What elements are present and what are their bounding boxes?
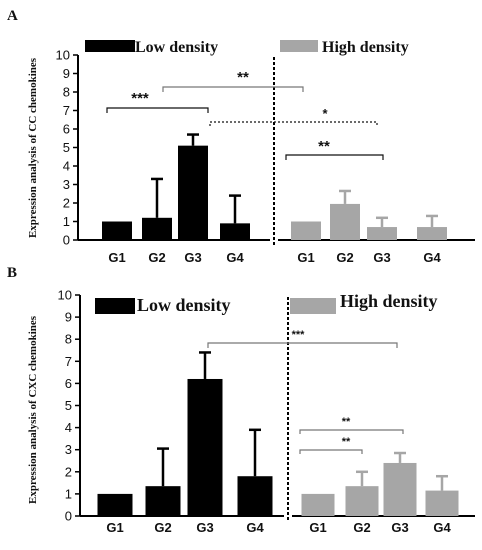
significance-label: ** [237, 69, 249, 86]
x-tick-label: G4 [433, 520, 451, 535]
y-axis-label: Expression analysis of CC chemokines [27, 57, 39, 238]
x-tick-label: G4 [226, 250, 244, 265]
y-tick-label: 6 [65, 376, 72, 391]
significance-label: ** [342, 436, 351, 448]
y-tick-label: 4 [65, 420, 72, 435]
legend-label: Low density [137, 295, 231, 315]
bar [291, 221, 321, 240]
bar [142, 217, 172, 240]
y-tick-label: 2 [65, 464, 72, 479]
y-tick-label: 9 [65, 310, 72, 325]
x-tick-label: G1 [297, 250, 314, 265]
y-tick-label: 6 [63, 122, 70, 137]
y-axis-label: Expression analysis of CXC chemokines [27, 315, 39, 504]
bar [237, 476, 273, 516]
x-tick-label: G2 [353, 520, 370, 535]
x-tick-label: G3 [391, 520, 408, 535]
bar [178, 145, 208, 240]
y-tick-label: 8 [65, 332, 72, 347]
x-tick-label: G1 [106, 520, 123, 535]
y-tick-label: 1 [63, 214, 70, 229]
y-tick-label: 1 [65, 486, 72, 501]
y-tick-label: 10 [58, 288, 72, 303]
significance-bracket [207, 342, 398, 348]
y-tick-label: 5 [65, 398, 72, 413]
y-tick-label: 3 [63, 177, 70, 192]
bar [330, 203, 360, 240]
legend-label: Low density [135, 39, 218, 56]
x-tick-label: G3 [373, 250, 390, 265]
legend-swatch [85, 40, 135, 52]
legend-swatch [280, 40, 318, 52]
legend-label: High density [322, 39, 409, 56]
significance-bracket [106, 107, 209, 113]
significance-bracket [285, 154, 384, 160]
legend-swatch [290, 298, 336, 314]
significance-label: *** [292, 329, 306, 341]
bar [145, 486, 181, 516]
y-tick-label: 4 [63, 159, 70, 174]
y-tick-label: 0 [65, 509, 72, 524]
chart-panel-b: B Expression analysis of CXC chemokines 0 1… [7, 265, 475, 535]
bar [301, 493, 335, 516]
x-tick-label: G2 [148, 250, 165, 265]
x-tick-label: G2 [154, 520, 171, 535]
x-tick-label: G2 [336, 250, 353, 265]
legend-swatch [95, 298, 135, 314]
bar [187, 378, 223, 516]
x-tick-label: G3 [196, 520, 213, 535]
y-tick-label: 9 [63, 66, 70, 81]
significance-label: ** [342, 416, 351, 428]
significance-bracket [209, 121, 378, 126]
y-tick-label: 10 [56, 48, 70, 63]
significance-label: *** [131, 90, 149, 107]
y-tick-label: 7 [63, 103, 70, 118]
y-tick-label: 0 [63, 233, 70, 248]
y-tick-label: 7 [65, 354, 72, 369]
bar [102, 221, 132, 240]
bar [345, 486, 379, 516]
x-tick-label: G1 [108, 250, 125, 265]
bar [383, 462, 417, 516]
significance-bracket [299, 449, 363, 454]
x-tick-label: G1 [309, 520, 326, 535]
chart-panel-a: A Expression analysis of CC chemokines 0 1 2… [7, 8, 475, 265]
bar [417, 227, 447, 240]
bar [97, 493, 133, 516]
bar [425, 490, 459, 516]
y-tick-label: 5 [63, 140, 70, 155]
legend-label: High density [340, 291, 438, 311]
y-tick-label: 3 [65, 442, 72, 457]
significance-bracket [299, 429, 404, 434]
significance-label: * [322, 106, 328, 121]
x-tick-label: G4 [423, 250, 441, 265]
x-tick-label: G3 [184, 250, 201, 265]
panel-label: B [7, 265, 17, 281]
panel-label: A [7, 8, 18, 24]
bar [367, 227, 397, 240]
y-tick-label: 2 [63, 196, 70, 211]
x-tick-label: G4 [246, 520, 264, 535]
significance-bracket [162, 86, 304, 92]
bar [220, 223, 250, 240]
y-tick-label: 8 [63, 85, 70, 100]
significance-label: ** [318, 138, 330, 155]
